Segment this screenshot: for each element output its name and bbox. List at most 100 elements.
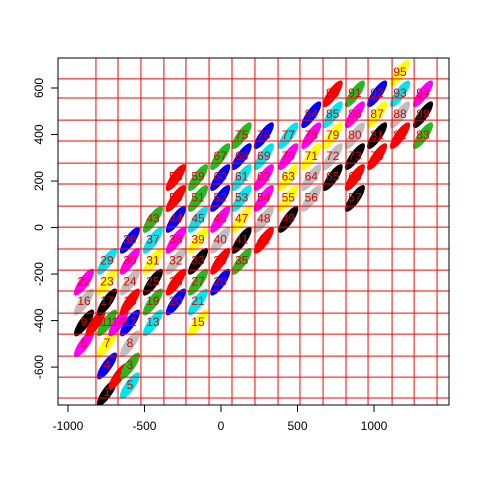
cluster	[412, 122, 434, 150]
point-label: 23	[100, 274, 114, 288]
cluster	[73, 330, 95, 358]
cluster	[142, 247, 163, 275]
point-cluster	[73, 268, 95, 296]
point-label: 65	[326, 170, 340, 184]
point-label: 52	[214, 191, 228, 205]
point-label: 79	[326, 128, 340, 142]
point-cluster	[73, 330, 95, 358]
point-label: 5	[127, 378, 134, 392]
point-cluster	[301, 122, 322, 150]
point-label: 73	[348, 149, 362, 163]
point-label: 88	[393, 107, 407, 121]
point-cluster	[165, 268, 186, 296]
cluster	[210, 247, 231, 275]
point-label: 4	[104, 358, 111, 372]
x-tick-label: -1000	[53, 419, 84, 433]
point-label: 33	[191, 253, 205, 267]
cluster	[96, 309, 118, 337]
point-label: 7	[104, 336, 111, 350]
point-cluster	[322, 122, 343, 150]
point-label: 1	[104, 385, 111, 399]
point-label: 50	[169, 191, 183, 205]
point-label: 72	[326, 149, 340, 163]
point-label: 35	[235, 253, 249, 267]
point-label: 16	[77, 294, 91, 308]
point-cluster	[187, 205, 209, 233]
cluster	[119, 247, 140, 275]
point-cluster	[278, 122, 299, 150]
point-cluster	[96, 352, 118, 380]
point-label: 83	[416, 128, 430, 142]
point-label: 19	[146, 294, 160, 308]
point-cluster	[344, 185, 365, 212]
point-cluster	[389, 101, 411, 129]
cluster	[231, 205, 252, 233]
cluster	[412, 101, 434, 129]
point-cluster	[165, 185, 186, 212]
point-label: 8	[127, 336, 134, 350]
point-label: 78	[305, 128, 319, 142]
point-cluster	[389, 80, 411, 108]
point-cluster	[142, 205, 163, 233]
point-cluster	[119, 226, 140, 254]
point-label: 47	[235, 212, 249, 226]
point-label: 68	[235, 149, 249, 163]
cluster	[165, 268, 186, 296]
cluster	[389, 122, 411, 150]
point-cluster	[231, 247, 252, 275]
point-label: 20	[169, 294, 183, 308]
point-label: 67	[214, 149, 228, 163]
point-label: 84	[305, 107, 319, 121]
point-cluster	[253, 122, 274, 150]
point-label: 74	[370, 149, 384, 163]
point-cluster	[210, 185, 231, 212]
point-label: 92	[370, 86, 384, 100]
point-cluster	[301, 185, 322, 212]
cluster	[73, 288, 95, 316]
point-label: 76	[257, 128, 271, 142]
cluster	[231, 226, 252, 254]
cluster	[187, 205, 209, 233]
point-cluster	[119, 330, 140, 358]
cluster	[253, 122, 274, 150]
x-tick-label: 0	[218, 419, 225, 433]
cluster	[253, 185, 274, 212]
cluster	[142, 288, 163, 316]
point-label: 80	[348, 128, 362, 142]
point-cluster	[412, 122, 434, 150]
cluster	[344, 80, 365, 108]
point-label: 56	[305, 191, 319, 205]
point-label: 36	[123, 233, 137, 247]
cluster	[344, 122, 365, 150]
point-label: 61	[235, 170, 249, 184]
point-label: 34	[214, 253, 228, 267]
point-label: 64	[305, 170, 319, 184]
cluster	[119, 268, 140, 296]
cluster	[142, 226, 163, 254]
cluster	[301, 122, 322, 150]
cluster	[389, 80, 411, 108]
cluster	[119, 330, 140, 358]
point-cluster	[165, 288, 186, 316]
point-cluster	[412, 80, 434, 108]
cluster	[187, 288, 209, 316]
point-label: 90	[326, 86, 340, 100]
point-label: 54	[257, 191, 271, 205]
point-label: 40	[214, 233, 228, 247]
point-label: 14	[112, 315, 126, 329]
point-label: 94	[416, 86, 430, 100]
point-cluster	[344, 101, 365, 129]
cluster	[142, 309, 163, 337]
point-cluster	[165, 226, 186, 254]
point-label: 11	[101, 315, 114, 329]
point-cluster	[119, 372, 140, 400]
cluster	[278, 205, 299, 233]
point-cluster	[142, 226, 163, 254]
point-cluster	[253, 226, 274, 254]
point-cluster	[142, 268, 163, 296]
point-label: 42	[257, 233, 271, 247]
point-cluster	[344, 122, 365, 150]
cluster	[322, 101, 343, 129]
point-label: 70	[282, 149, 296, 163]
